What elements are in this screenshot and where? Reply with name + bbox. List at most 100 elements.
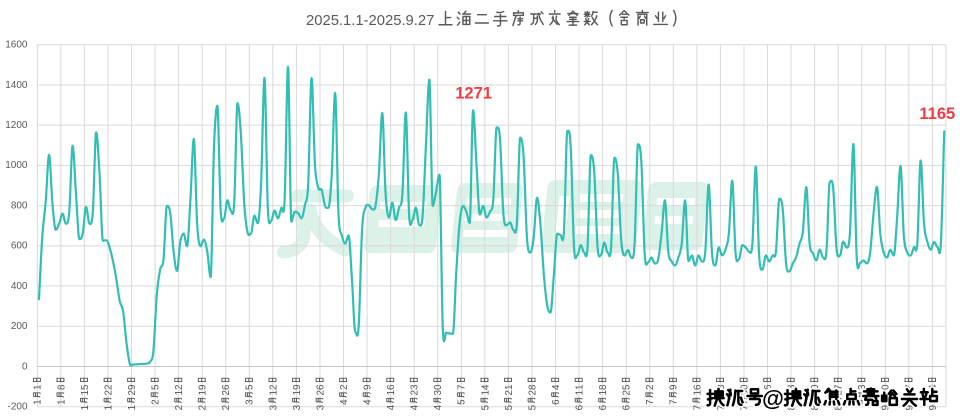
svg-text:200: 200 xyxy=(11,321,28,332)
svg-text:3: 3 xyxy=(410,384,421,390)
svg-text:0: 0 xyxy=(881,384,892,390)
svg-text:8: 8 xyxy=(763,399,774,405)
svg-text:600: 600 xyxy=(11,241,28,252)
svg-text:7: 7 xyxy=(457,385,468,390)
svg-text:2: 2 xyxy=(127,390,138,395)
svg-text:1: 1 xyxy=(33,399,44,404)
svg-text:6: 6 xyxy=(598,404,609,410)
svg-text:2: 2 xyxy=(103,390,114,395)
svg-text:3: 3 xyxy=(268,404,279,410)
svg-text:5: 5 xyxy=(622,384,633,390)
svg-text:5: 5 xyxy=(80,384,91,390)
svg-text:5: 5 xyxy=(150,384,161,390)
svg-text:1: 1 xyxy=(268,390,279,395)
svg-text:1: 1 xyxy=(504,385,515,390)
svg-text:6: 6 xyxy=(692,384,703,390)
svg-text:8: 8 xyxy=(598,384,609,390)
svg-text:0: 0 xyxy=(433,384,444,390)
svg-text:8: 8 xyxy=(56,384,67,390)
svg-text:9: 9 xyxy=(362,385,373,390)
svg-text:3: 3 xyxy=(433,390,444,396)
svg-text:2: 2 xyxy=(622,390,633,395)
svg-text:6: 6 xyxy=(763,384,774,390)
svg-text:2: 2 xyxy=(198,405,209,410)
svg-text:3: 3 xyxy=(292,404,303,410)
svg-text:2: 2 xyxy=(410,390,421,395)
svg-text:7: 7 xyxy=(834,385,845,390)
svg-text:2: 2 xyxy=(268,385,279,390)
svg-text:1: 1 xyxy=(80,390,91,395)
svg-text:4: 4 xyxy=(433,404,444,410)
svg-text:5: 5 xyxy=(480,404,491,410)
svg-text:7: 7 xyxy=(645,399,656,404)
svg-text:2: 2 xyxy=(221,390,232,395)
svg-text:4: 4 xyxy=(410,404,421,410)
svg-text:3: 3 xyxy=(716,384,727,390)
svg-text:1: 1 xyxy=(386,390,397,395)
svg-text:8: 8 xyxy=(527,384,538,390)
svg-text:1400: 1400 xyxy=(5,80,28,91)
svg-text:1165: 1165 xyxy=(919,105,955,123)
svg-text:2: 2 xyxy=(527,390,538,395)
svg-text:7: 7 xyxy=(669,399,680,404)
svg-text:5: 5 xyxy=(245,384,256,390)
svg-text:3: 3 xyxy=(786,384,797,390)
svg-text:6: 6 xyxy=(574,404,585,410)
svg-text:9: 9 xyxy=(292,385,303,390)
svg-text:1: 1 xyxy=(198,390,209,395)
svg-text:6: 6 xyxy=(315,384,326,390)
svg-text:2: 2 xyxy=(315,390,326,395)
svg-text:4: 4 xyxy=(551,384,562,390)
svg-text:5: 5 xyxy=(504,404,515,410)
svg-text:4: 4 xyxy=(480,384,491,390)
svg-text:@: @ xyxy=(762,386,784,411)
svg-text:7: 7 xyxy=(904,385,915,390)
svg-text:8: 8 xyxy=(810,404,821,410)
svg-text:1200: 1200 xyxy=(5,120,28,131)
svg-text:2: 2 xyxy=(645,385,656,390)
svg-text:3: 3 xyxy=(739,390,750,396)
svg-text:0: 0 xyxy=(810,384,821,390)
svg-text:2025.1.1-2025.9.27: 2025.1.1-2025.9.27 xyxy=(306,13,434,29)
svg-text:5: 5 xyxy=(527,404,538,410)
svg-text:7: 7 xyxy=(716,405,727,410)
svg-text:-200: -200 xyxy=(7,402,27,413)
svg-text:6: 6 xyxy=(551,399,562,405)
svg-text:9: 9 xyxy=(857,399,868,404)
svg-text:2: 2 xyxy=(221,405,232,410)
svg-text:1: 1 xyxy=(692,390,703,395)
svg-text:1: 1 xyxy=(598,390,609,395)
svg-text:3: 3 xyxy=(315,404,326,410)
svg-text:@: @ xyxy=(762,386,784,411)
svg-text:1: 1 xyxy=(33,385,44,390)
svg-text:9: 9 xyxy=(198,385,209,390)
svg-text:2: 2 xyxy=(339,385,350,390)
svg-text:9: 9 xyxy=(904,405,915,410)
svg-text:5: 5 xyxy=(457,399,468,405)
svg-text:9: 9 xyxy=(127,385,138,390)
svg-text:800: 800 xyxy=(11,200,28,211)
svg-text:6: 6 xyxy=(622,404,633,410)
svg-text:0: 0 xyxy=(739,384,750,390)
svg-text:1: 1 xyxy=(574,390,585,395)
svg-text:4: 4 xyxy=(386,404,397,410)
svg-text:2: 2 xyxy=(174,405,185,410)
svg-text:1: 1 xyxy=(574,385,585,390)
svg-text:0: 0 xyxy=(22,361,28,372)
svg-text:6: 6 xyxy=(386,384,397,390)
svg-text:1600: 1600 xyxy=(5,40,28,51)
svg-text:9: 9 xyxy=(669,385,680,390)
svg-text:1000: 1000 xyxy=(5,160,28,171)
svg-text:3: 3 xyxy=(857,384,868,390)
svg-text:9: 9 xyxy=(928,405,939,410)
svg-text:2: 2 xyxy=(174,385,185,390)
svg-text:3: 3 xyxy=(245,399,256,405)
svg-text:6: 6 xyxy=(221,384,232,390)
svg-text:2: 2 xyxy=(504,390,515,395)
svg-text:1: 1 xyxy=(480,390,491,395)
svg-text:4: 4 xyxy=(362,399,373,405)
svg-text:400: 400 xyxy=(11,281,28,292)
svg-text:9: 9 xyxy=(881,405,892,410)
svg-text:7: 7 xyxy=(739,405,750,410)
svg-text:7: 7 xyxy=(692,405,703,410)
